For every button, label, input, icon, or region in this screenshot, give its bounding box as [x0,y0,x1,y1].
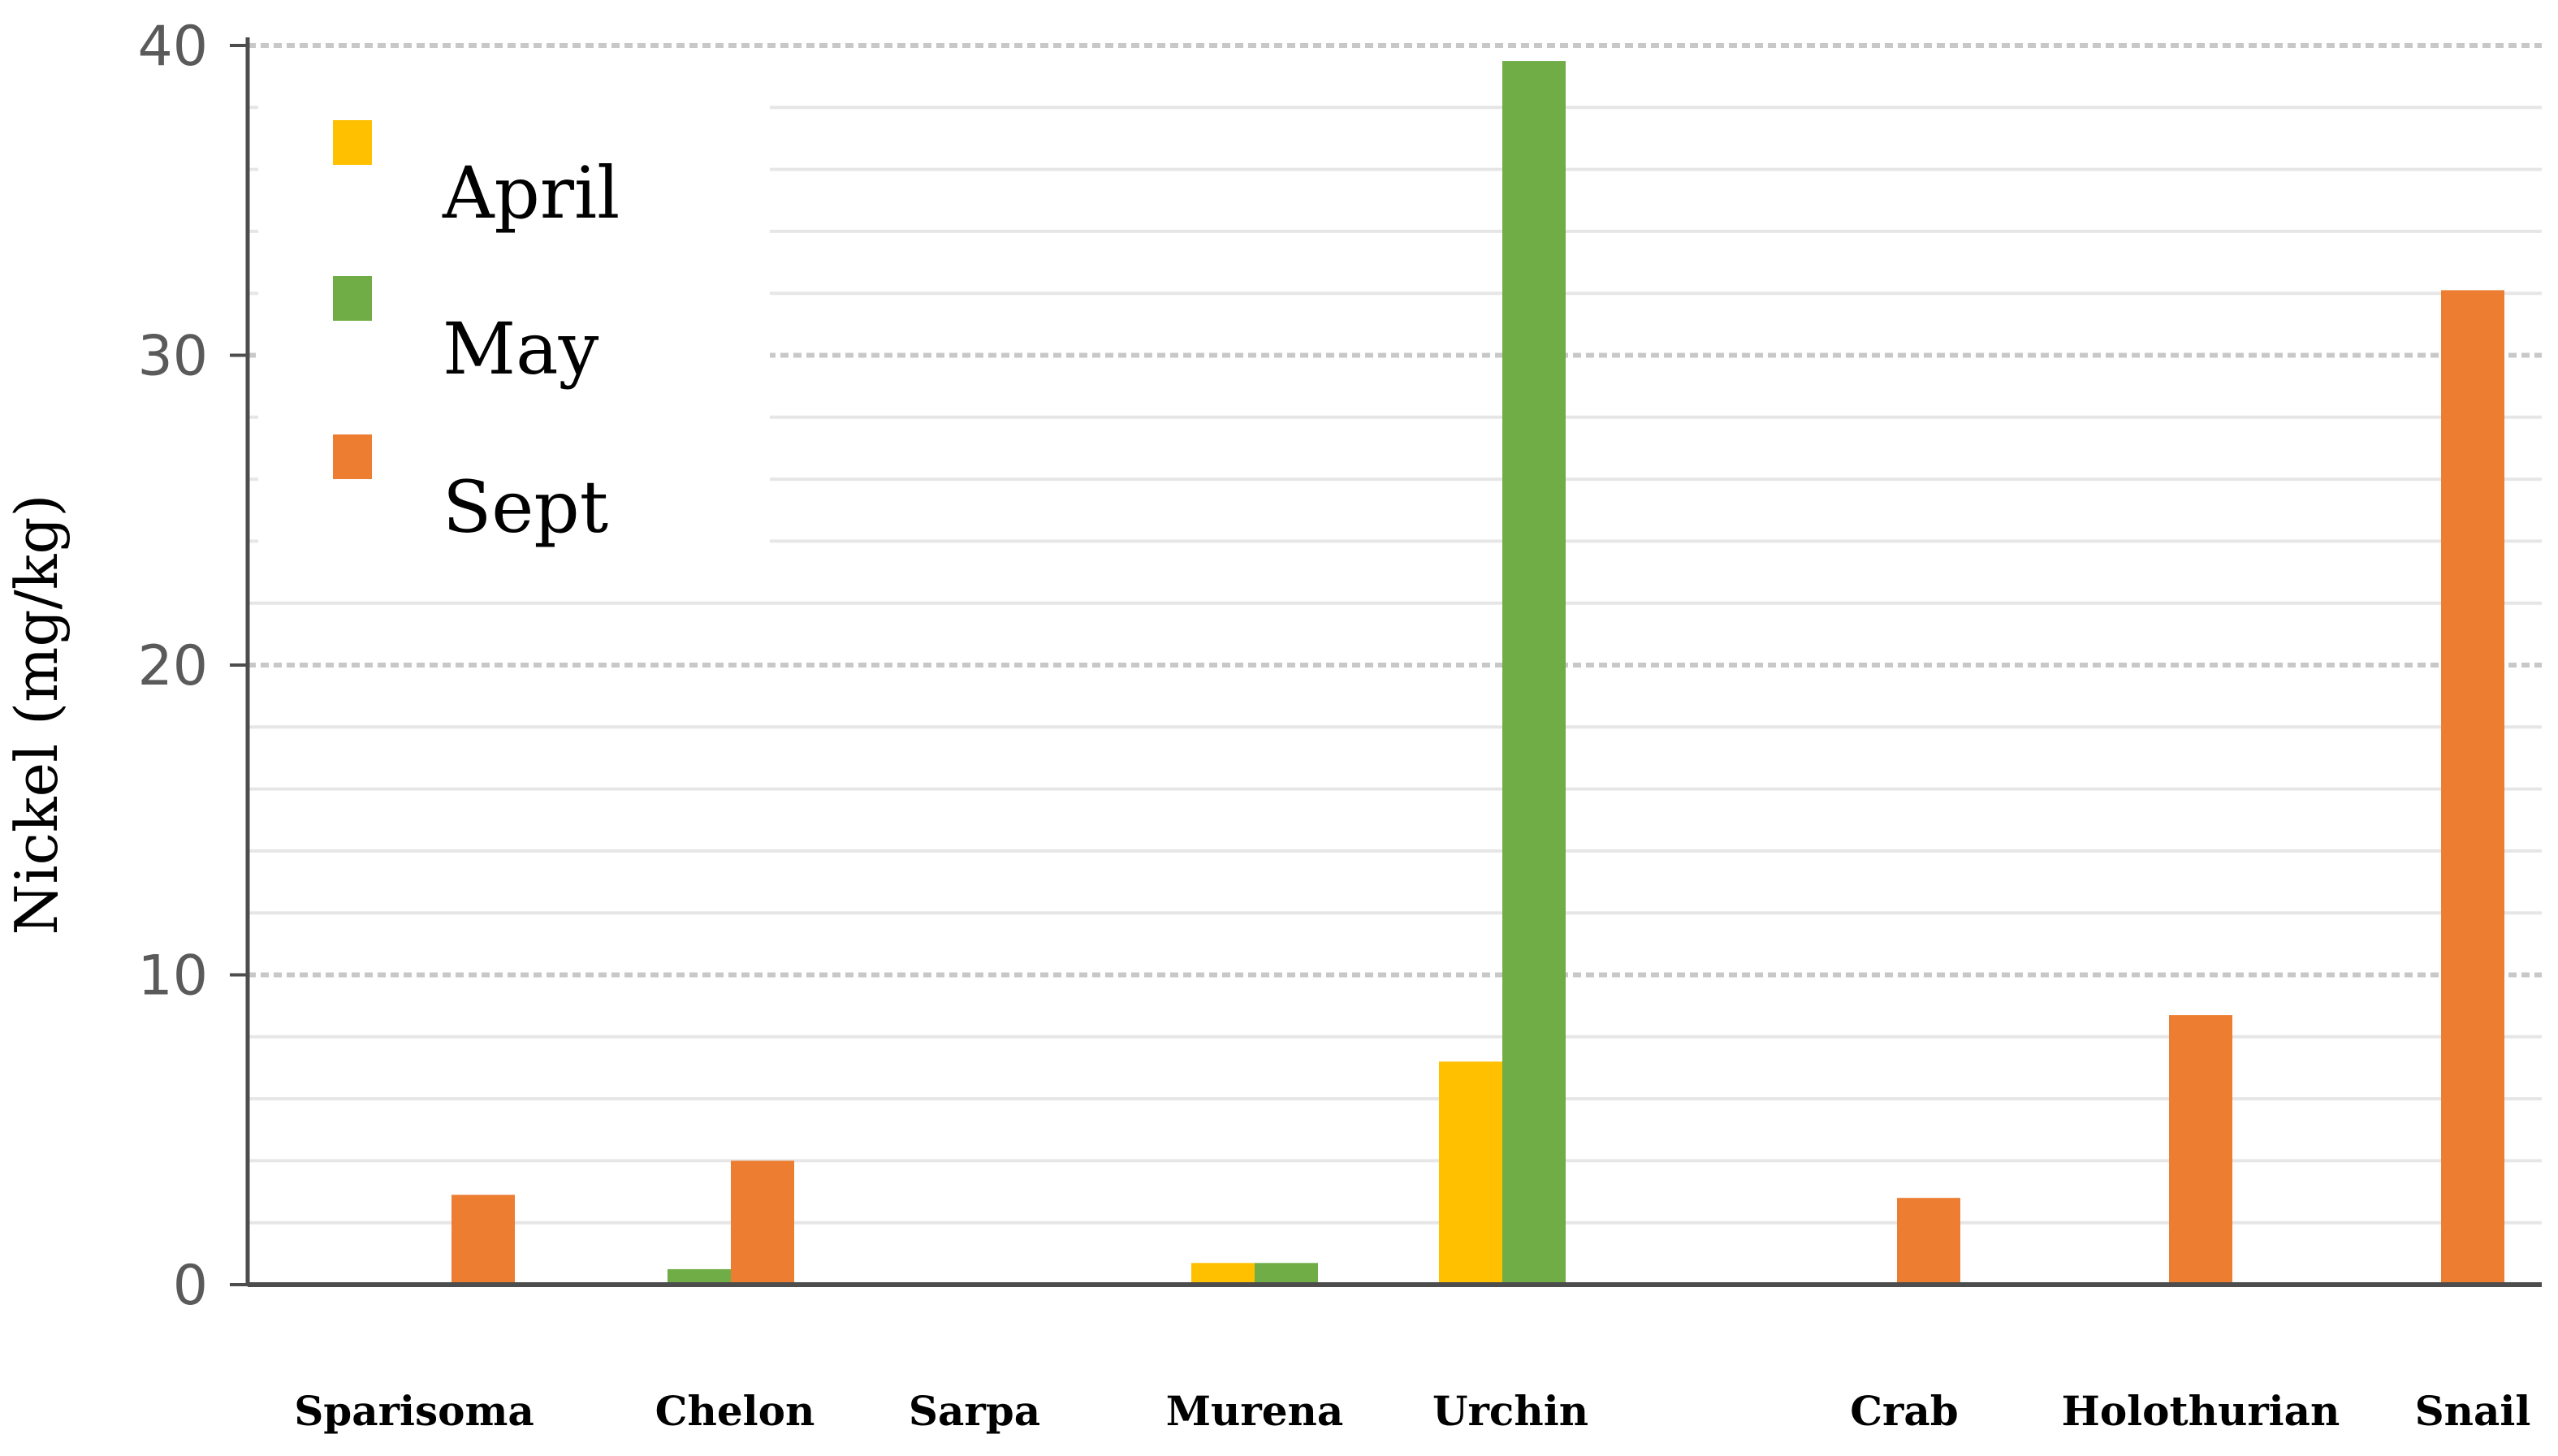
bar-sparisoma-sept [452,1195,515,1282]
y-tick-labels: 0 10 20 30 40 [137,15,208,1318]
category-label: Snail [2415,1387,2531,1435]
bar-murena-may [1255,1263,1318,1282]
bar-holothurian-sept [2169,1015,2232,1282]
bar-chelon-sept [731,1160,794,1282]
category-labels: Sparisoma Chelon Sarpa Murena Urchin Crab Holo… [294,1387,2530,1435]
category-label: Chelon [655,1387,815,1435]
legend-swatch-may [333,276,372,321]
y-tick-label: 40 [137,15,208,79]
bar-crab-sept [1897,1198,1960,1282]
bar-snail-sept [2441,290,2504,1282]
legend-swatch-april [333,120,372,165]
legend-swatch-sept [333,434,372,479]
axes [230,37,2542,1287]
y-axis-title: Nickel (mg/kg) [2,494,71,935]
bar-urchin-may [1502,61,1566,1283]
y-tick-label: 10 [137,944,208,1009]
legend-label-april: April [442,151,620,235]
y-tick-label: 0 [173,1254,208,1318]
legend: April May Sept [258,97,770,552]
bar-murena-april [1191,1263,1255,1282]
category-label: Urchin [1432,1387,1588,1435]
y-tick-label: 30 [137,325,208,389]
bar-chelon-may [668,1268,731,1282]
category-label: Sarpa [909,1387,1040,1435]
category-label: Holothurian [2062,1387,2340,1435]
category-label: Murena [1166,1387,1344,1435]
category-label: Crab [1850,1387,1959,1435]
legend-label-sept: Sept [443,465,608,549]
y-tick-label: 20 [137,634,208,698]
category-label: Sparisoma [294,1387,534,1435]
bar-urchin-april [1439,1061,1502,1282]
legend-label-may: May [443,307,599,391]
bars [452,61,2504,1283]
